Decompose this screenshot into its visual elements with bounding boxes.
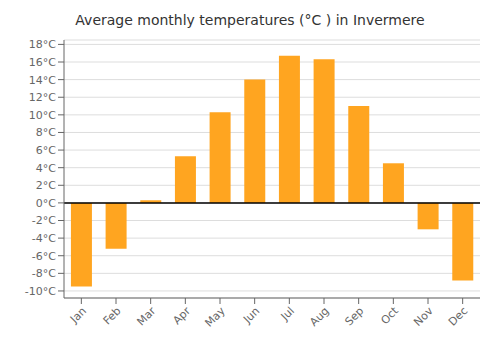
- svg-text:8°C: 8°C: [36, 126, 56, 139]
- svg-text:Apr: Apr: [170, 304, 193, 327]
- svg-text:4°C: 4°C: [36, 162, 56, 175]
- svg-text:-6°C: -6°C: [32, 250, 56, 263]
- svg-text:Sep: Sep: [342, 304, 366, 328]
- svg-text:Aug: Aug: [307, 304, 331, 328]
- svg-text:Jul: Jul: [278, 304, 297, 323]
- svg-text:Mar: Mar: [134, 304, 158, 328]
- svg-text:-10°C: -10°C: [25, 285, 56, 298]
- svg-text:16°C: 16°C: [29, 56, 56, 69]
- html-text:Average monthly temperatures (: Average monthly temperatures (°C ) in In…: [75, 12, 425, 28]
- svg-text:Feb: Feb: [101, 304, 124, 327]
- svg-text:2°C: 2°C: [36, 179, 56, 192]
- svg-text:-8°C: -8°C: [32, 267, 56, 280]
- svg-text:Jun: Jun: [240, 304, 262, 326]
- svg-text:18°C: 18°C: [29, 38, 56, 51]
- svg-text:10°C: 10°C: [29, 109, 56, 122]
- svg-text:Dec: Dec: [446, 304, 470, 328]
- svg-text:6°C: 6°C: [36, 144, 56, 157]
- svg-text:0°C: 0°C: [36, 197, 56, 210]
- svg-text:Oct: Oct: [378, 304, 401, 327]
- svg-text:14°C: 14°C: [29, 74, 56, 87]
- svg-text:12°C: 12°C: [29, 91, 56, 104]
- svg-text:-4°C: -4°C: [32, 232, 56, 245]
- svg-text:-2°C: -2°C: [32, 214, 56, 227]
- svg-text:May: May: [202, 304, 228, 330]
- svg-text:Jan: Jan: [67, 304, 89, 326]
- svg-text:Nov: Nov: [411, 304, 436, 329]
